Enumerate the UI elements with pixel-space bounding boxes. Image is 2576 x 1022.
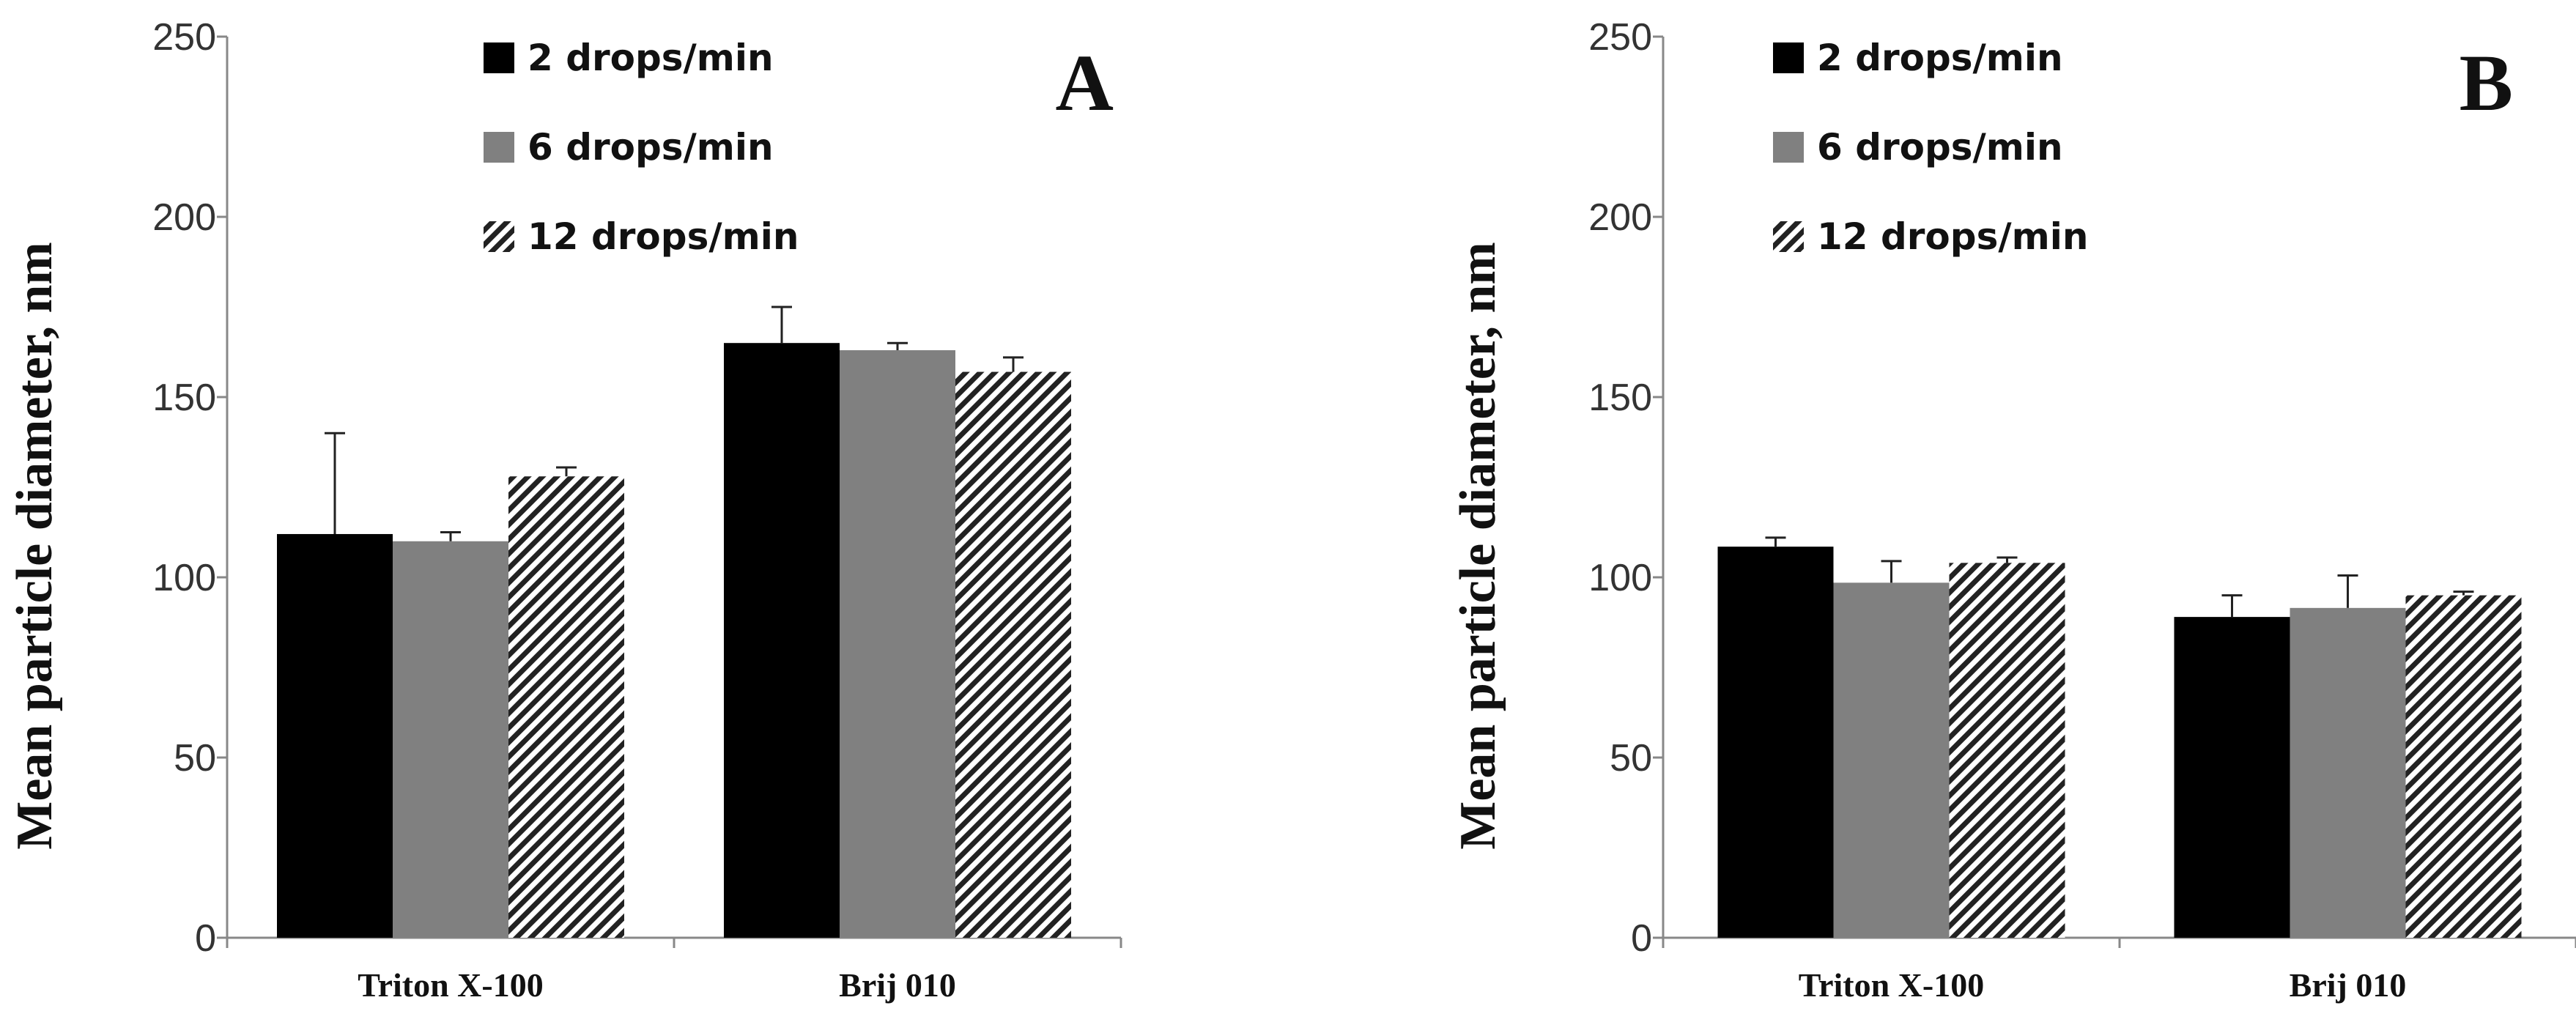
legend-swatch xyxy=(1773,132,1804,163)
bar-solid-gray xyxy=(840,350,955,938)
category-label: Brij 010 xyxy=(839,966,956,1004)
legend-swatch xyxy=(1773,42,1804,73)
bar-solid-gray xyxy=(393,541,508,938)
legend-label: 12 drops/min xyxy=(528,215,799,258)
bar-solid-gray xyxy=(1833,582,1950,938)
legend-swatch xyxy=(484,42,514,73)
y-tick-label: 100 xyxy=(1588,557,1652,599)
legend-label: 12 drops/min xyxy=(1817,215,2088,258)
legend-swatch xyxy=(484,132,514,163)
bar-solid-gray xyxy=(2290,607,2406,938)
chart-panel-a: 0 50 100 150 200 250 Mean particle diameter, n… xyxy=(7,16,1122,1004)
bar-diagonal-hatch xyxy=(2405,595,2522,938)
y-tick-label: 150 xyxy=(152,377,216,419)
y-tick-label: 50 xyxy=(1610,737,1652,780)
panel-label: A xyxy=(1056,38,1114,127)
bar-solid-black xyxy=(277,533,393,938)
bar-solid-black xyxy=(724,343,840,938)
legend-swatch xyxy=(484,221,514,252)
category-label: Brij 010 xyxy=(2290,966,2407,1004)
category-label: Triton X-100 xyxy=(358,966,543,1004)
legend-label: 2 drops/min xyxy=(528,37,774,79)
y-tick-label: 200 xyxy=(1588,196,1652,239)
y-tick-label: 100 xyxy=(152,557,216,599)
panel-label: B xyxy=(2460,38,2513,127)
y-tick-label: 150 xyxy=(1588,377,1652,419)
y-tick-label: 0 xyxy=(1631,917,1652,960)
legend-label: 6 drops/min xyxy=(1817,126,2063,169)
y-tick-label: 250 xyxy=(1588,16,1652,59)
y-axis-label: Mean particle diameter, nm xyxy=(7,242,63,849)
bar-diagonal-hatch xyxy=(1949,563,2065,938)
legend-swatch xyxy=(1773,221,1804,252)
y-tick-label: 250 xyxy=(152,16,216,59)
bar-solid-black xyxy=(2174,617,2290,938)
legend-label: 6 drops/min xyxy=(528,126,774,169)
bar-solid-black xyxy=(1717,547,1834,938)
bar-diagonal-hatch xyxy=(955,371,1071,938)
legend-label: 2 drops/min xyxy=(1817,37,2063,79)
y-tick-label: 0 xyxy=(195,917,216,960)
y-axis-label: Mean particle diameter, nm xyxy=(1450,242,1506,849)
y-tick-label: 200 xyxy=(152,196,216,239)
category-label: Triton X-100 xyxy=(1799,966,1984,1004)
chart-panel-b: 0 50 100 150 200 250 Mean particle diameter, n… xyxy=(1450,16,2576,1004)
y-tick-label: 50 xyxy=(174,737,216,780)
bar-diagonal-hatch xyxy=(508,476,624,938)
